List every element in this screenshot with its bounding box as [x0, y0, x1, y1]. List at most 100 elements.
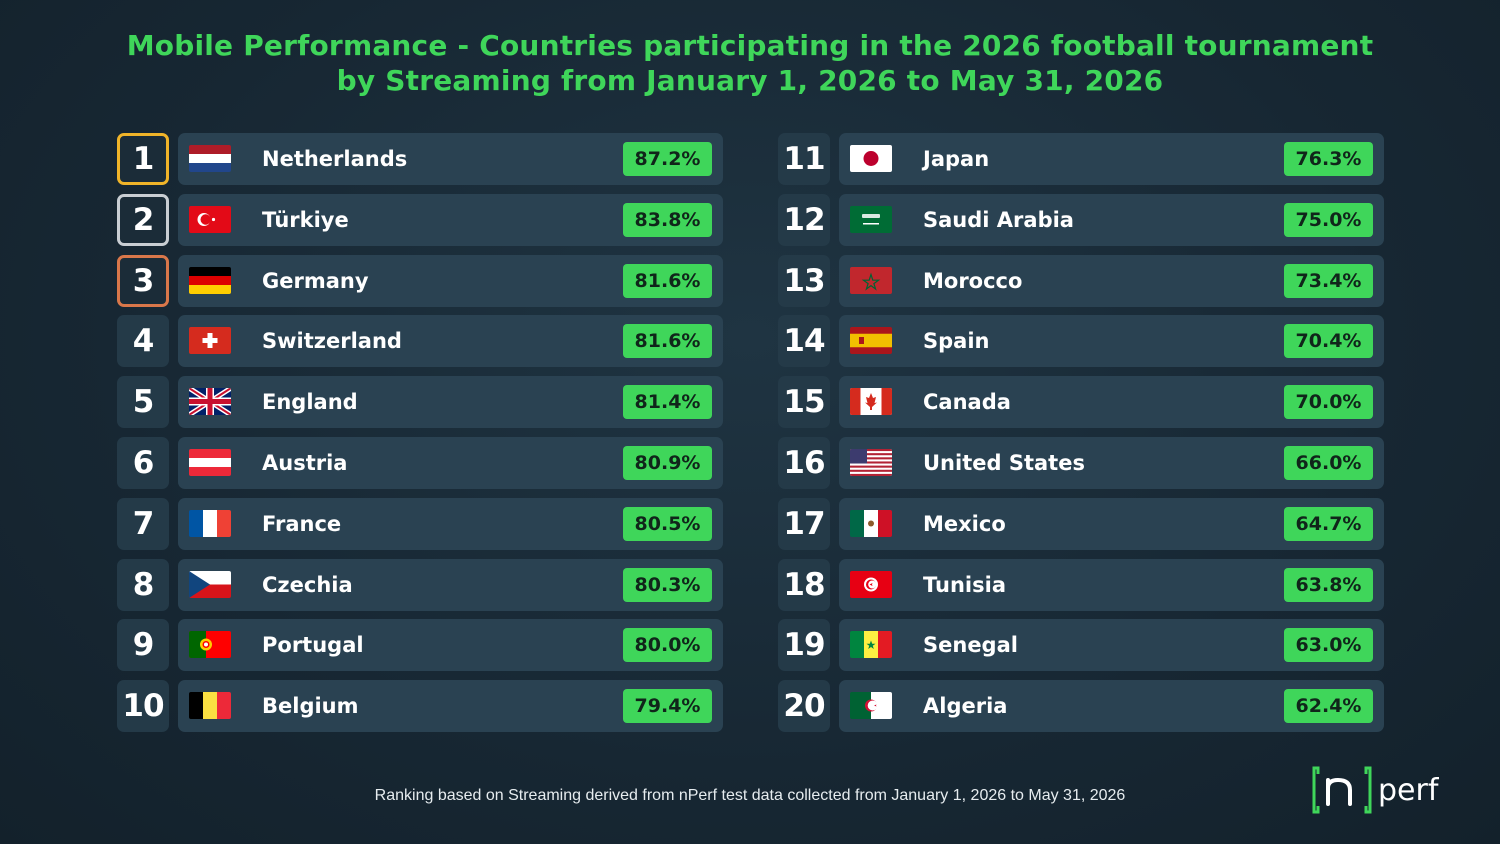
country-bar: Saudi Arabia 75.0%	[839, 193, 1384, 246]
germany-flag-icon	[189, 266, 231, 294]
score-badge: 81.4%	[623, 385, 712, 420]
rank-number: 6	[117, 436, 169, 489]
rank-number: 17	[778, 497, 830, 550]
switzerland-flag-icon	[189, 327, 231, 355]
country-bar: Mexico 64.7%	[839, 497, 1384, 550]
score-badge: 80.5%	[623, 506, 712, 541]
ranking-row: 14 Spain 70.4%	[778, 315, 1384, 368]
score-badge: 76.3%	[1284, 142, 1373, 176]
austria-flag-icon	[189, 448, 231, 476]
score-badge: 80.9%	[623, 445, 712, 480]
country-bar: Tunisia 63.8%	[839, 558, 1384, 611]
ranking-column-right: 11 Japan 76.3% 12 Saudi Arabia 75.0% 13 Morocco…	[778, 133, 1384, 741]
country-name: Tunisia	[923, 572, 1006, 597]
country-bar: Austria 80.9%	[178, 436, 723, 489]
rank-number: 8	[117, 558, 169, 611]
score-badge: 64.7%	[1284, 506, 1373, 541]
morocco-flag-icon	[850, 266, 892, 294]
ranking-row: 2 Türkiye 83.8%	[117, 193, 723, 246]
mexico-flag-icon	[850, 509, 892, 537]
score-badge: 79.4%	[623, 689, 712, 724]
ranking-column-left: 1 Netherlands 87.2% 2 Türkiye 83.8% 3 Germany 81…	[117, 133, 723, 741]
ranking-row: 20 Algeria 62.4%	[778, 680, 1384, 733]
nperf-logo-icon: perf	[1312, 766, 1440, 814]
country-name: France	[262, 511, 342, 536]
country-name: Netherlands	[262, 147, 408, 171]
england-flag-icon	[189, 388, 231, 416]
score-badge: 70.4%	[1284, 324, 1373, 359]
chart-title: Mobile Performance - Countries participa…	[0, 28, 1500, 98]
country-bar: Morocco 73.4%	[839, 254, 1384, 307]
score-badge: 80.0%	[623, 628, 712, 663]
rank-number: 9	[117, 619, 169, 672]
ranking-row: 13 Morocco 73.4%	[778, 254, 1384, 307]
country-name: Morocco	[923, 268, 1023, 293]
rank-number: 14	[778, 315, 830, 368]
ranking-row: 17 Mexico 64.7%	[778, 497, 1384, 550]
score-badge: 83.8%	[623, 202, 712, 237]
rank-number: 16	[778, 436, 830, 489]
country-bar: Algeria 62.4%	[839, 680, 1384, 733]
ranking-row: 8 Czechia 80.3%	[117, 558, 723, 611]
logo-wordmark: perf	[1378, 773, 1440, 808]
title-line-1: Mobile Performance - Countries participa…	[126, 29, 1374, 62]
country-name: United States	[923, 450, 1085, 475]
rank-number: 2	[117, 193, 169, 246]
france-flag-icon	[189, 509, 231, 537]
saudi-arabia-flag-icon	[850, 205, 892, 233]
country-name: Portugal	[262, 633, 364, 658]
country-name: Senegal	[923, 633, 1018, 658]
ranking-row: 19 Senegal 63.0%	[778, 619, 1384, 672]
country-name: Türkiye	[262, 207, 349, 232]
score-badge: 75.0%	[1284, 202, 1373, 237]
ranking-row: 11 Japan 76.3%	[778, 133, 1384, 185]
country-bar: Senegal 63.0%	[839, 619, 1384, 672]
score-badge: 80.3%	[623, 567, 712, 602]
rank-number: 4	[117, 315, 169, 368]
united-states-flag-icon	[850, 448, 892, 476]
country-bar: Türkiye 83.8%	[178, 193, 723, 246]
country-bar: France 80.5%	[178, 497, 723, 550]
score-badge: 87.2%	[623, 142, 712, 176]
rank-number: 11	[778, 133, 830, 185]
score-badge: 81.6%	[623, 263, 712, 298]
rank-number: 18	[778, 558, 830, 611]
country-bar: Netherlands 87.2%	[178, 133, 723, 185]
country-bar: United States 66.0%	[839, 436, 1384, 489]
score-badge: 63.8%	[1284, 567, 1373, 602]
title-line-2: by Streaming from January 1, 2026 to May…	[336, 64, 1164, 97]
country-name: Mexico	[923, 511, 1006, 536]
portugal-flag-icon	[189, 631, 231, 659]
score-badge: 66.0%	[1284, 445, 1373, 480]
country-name: Germany	[262, 268, 369, 293]
ranking-row: 7 France 80.5%	[117, 497, 723, 550]
rank-number: 10	[117, 680, 169, 733]
country-bar: Portugal 80.0%	[178, 619, 723, 672]
ranking-row: 12 Saudi Arabia 75.0%	[778, 193, 1384, 246]
country-name: Czechia	[262, 572, 353, 597]
country-name: Canada	[923, 390, 1011, 415]
country-bar: England 81.4%	[178, 376, 723, 429]
country-bar: Germany 81.6%	[178, 254, 723, 307]
ranking-row: 10 Belgium 79.4%	[117, 680, 723, 733]
rank-number: 3	[117, 254, 169, 307]
ranking-row: 16 United States 66.0%	[778, 436, 1384, 489]
algeria-flag-icon	[850, 692, 892, 720]
country-name: Saudi Arabia	[923, 207, 1074, 232]
ranking-row: 6 Austria 80.9%	[117, 436, 723, 489]
rank-number: 7	[117, 497, 169, 550]
country-name: Japan	[923, 147, 990, 171]
tunisia-flag-icon	[850, 570, 892, 598]
country-bar: Japan 76.3%	[839, 133, 1384, 185]
country-name: England	[262, 390, 358, 415]
rank-number: 12	[778, 193, 830, 246]
ranking-row: 3 Germany 81.6%	[117, 254, 723, 307]
country-bar: Belgium 79.4%	[178, 680, 723, 733]
belgium-flag-icon	[189, 692, 231, 720]
rank-number: 19	[778, 619, 830, 672]
senegal-flag-icon	[850, 631, 892, 659]
country-bar: Canada 70.0%	[839, 376, 1384, 429]
ranking-row: 4 Switzerland 81.6%	[117, 315, 723, 368]
score-badge: 62.4%	[1284, 689, 1373, 724]
rank-number: 5	[117, 376, 169, 429]
